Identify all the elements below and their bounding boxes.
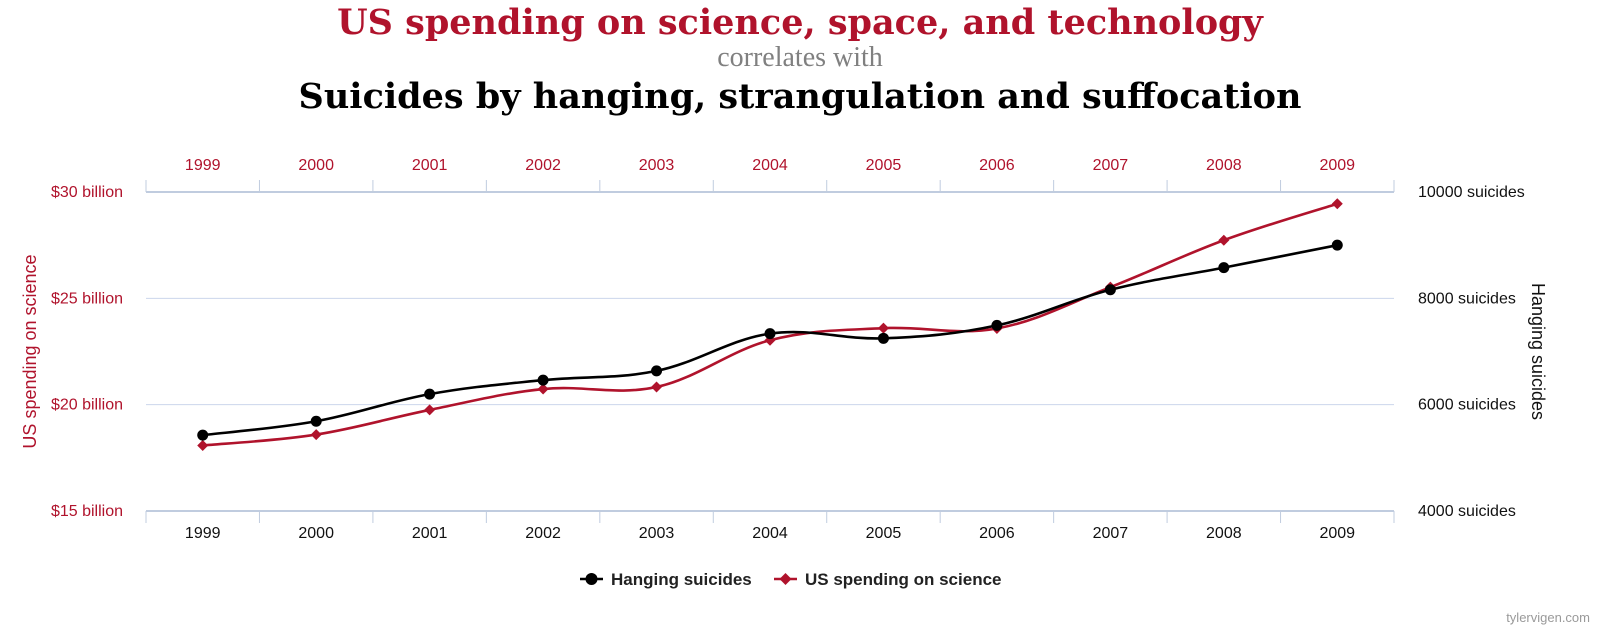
y-left-tick-label: $25 billion	[51, 290, 123, 307]
x-tick-label-bottom: 2006	[979, 525, 1015, 542]
data-point-spending	[1218, 234, 1230, 246]
data-point-suicides	[1104, 284, 1116, 296]
data-point-suicides	[1331, 239, 1343, 251]
data-point-suicides	[764, 328, 776, 340]
x-tick-label-bottom: 2000	[298, 525, 334, 542]
x-tick-label-bottom: 2007	[1093, 525, 1129, 542]
data-point-suicides	[197, 429, 209, 441]
x-tick-label-top: 2002	[525, 157, 561, 174]
data-point-spending	[651, 381, 663, 393]
legend-label-suicides: Hanging suicides	[611, 570, 752, 589]
y-right-tick-label: 4000 suicides	[1418, 503, 1516, 520]
data-point-suicides	[424, 388, 436, 400]
x-tick-label-bottom: 2009	[1319, 525, 1355, 542]
data-point-suicides	[991, 319, 1003, 331]
chart-title-connector: correlates with	[717, 42, 883, 73]
x-tick-label-bottom: 2001	[412, 525, 448, 542]
data-point-suicides	[877, 332, 889, 344]
series-line-spending	[202, 202, 1338, 447]
x-tick-label-top: 2006	[979, 157, 1015, 174]
y-right-tick-label: 10000 suicides	[1418, 184, 1525, 201]
x-tick-label-bottom: 1999	[185, 525, 221, 542]
y-left-tick-label: $30 billion	[51, 184, 123, 201]
x-tick-label-top: 1999	[185, 157, 221, 174]
y-right-tick-label: 6000 suicides	[1418, 397, 1516, 414]
x-tick-label-top: 2004	[752, 157, 788, 174]
x-tick-label-top: 2005	[866, 157, 902, 174]
legend-marker-spending	[779, 573, 792, 585]
chart-title-main: US spending on science, space, and techn…	[337, 2, 1263, 43]
x-tick-label-bottom: 2005	[866, 525, 902, 542]
data-point-suicides	[537, 374, 549, 386]
x-tick-label-bottom: 2004	[752, 525, 788, 542]
y-left-tick-label: $15 billion	[51, 503, 123, 520]
chart-title-secondary: Suicides by hanging, strangulation and s…	[298, 76, 1302, 117]
data-point-suicides	[310, 415, 322, 427]
y-right-tick-label: 8000 suicides	[1418, 290, 1516, 307]
data-point-spending	[537, 383, 549, 395]
x-tick-label-bottom: 2008	[1206, 525, 1242, 542]
x-tick-label-bottom: 2002	[525, 525, 561, 542]
legend-label-spending: US spending on science	[805, 570, 1002, 589]
data-point-spending	[424, 404, 436, 416]
data-point-spending	[877, 322, 889, 334]
x-tick-label-top: 2007	[1093, 157, 1129, 174]
y-right-axis-title: Hanging suicides	[1528, 283, 1548, 420]
watermark: tylervigen.com	[1506, 610, 1590, 625]
data-point-suicides	[1218, 262, 1230, 274]
data-point-spending	[197, 440, 209, 452]
x-tick-label-top: 2001	[412, 157, 448, 174]
legend-marker-suicides	[585, 573, 598, 585]
x-tick-label-top: 2008	[1206, 157, 1242, 174]
x-tick-label-bottom: 2003	[639, 525, 675, 542]
y-left-tick-label: $20 billion	[51, 397, 123, 414]
x-tick-label-top: 2003	[639, 157, 675, 174]
data-point-spending	[310, 429, 322, 441]
x-tick-label-top: 2009	[1319, 157, 1355, 174]
x-tick-label-top: 2000	[298, 157, 334, 174]
data-point-spending	[1331, 198, 1343, 210]
data-point-suicides	[651, 365, 663, 377]
y-left-axis-title: US spending on science	[20, 254, 40, 448]
